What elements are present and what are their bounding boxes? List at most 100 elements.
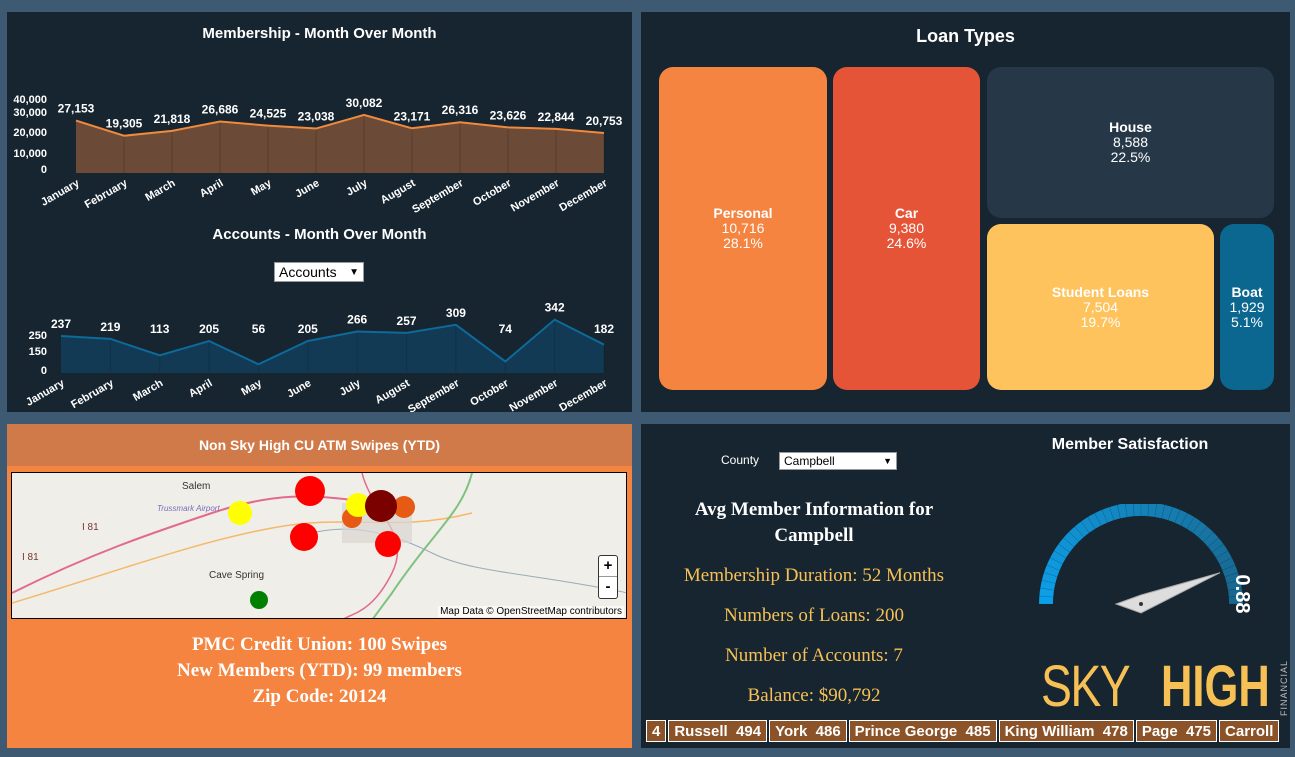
- x-tick-label: February: [83, 177, 131, 211]
- gauge-segment: [1041, 572, 1058, 584]
- gauge-value: 0.88: [1231, 575, 1253, 614]
- treemap-value: 9,380: [888, 220, 925, 236]
- membership-accounts-panel: Membership - Month Over Month 27,153 Janu…: [7, 12, 632, 412]
- treemap-cell-house[interactable]: House 8,588 22.5%: [987, 67, 1274, 218]
- area-fill: [61, 319, 604, 373]
- atm-swipes-panel: Non Sky High CU ATM Swipes (YTD) Salem T…: [7, 424, 632, 748]
- data-label: 342: [545, 301, 565, 315]
- gauge-segment: [1219, 557, 1236, 571]
- map-marker[interactable]: [346, 493, 370, 517]
- membership-chart-title: Membership - Month Over Month: [202, 25, 437, 42]
- data-label: 257: [397, 314, 417, 328]
- data-label: 74: [499, 322, 513, 336]
- zoom-out-button[interactable]: -: [605, 578, 611, 595]
- map-label: Trussmark Airport: [157, 504, 220, 513]
- ticker-item: Russell 494: [668, 720, 768, 742]
- accounts-chart-title: Accounts - Month Over Month: [212, 226, 427, 243]
- accounts-chart: 237 January 219 February 113 March 205 April 56 M…: [24, 301, 614, 412]
- x-tick-label: November: [509, 177, 562, 215]
- treemap-value: 10,716: [721, 220, 765, 236]
- data-label: 27,153: [58, 102, 95, 116]
- atm-new-members: New Members (YTD): 99 members: [177, 660, 462, 681]
- y-tick-label: 0: [41, 164, 47, 176]
- gauge-segment: [1132, 504, 1142, 517]
- stat-balance: Balance: $90,792: [747, 685, 881, 706]
- treemap-label: House: [1109, 119, 1152, 135]
- data-label: 219: [100, 320, 120, 334]
- stat-accounts: Number of Accounts: 7: [725, 645, 903, 666]
- y-tick-label: 40,000: [13, 94, 47, 106]
- gauge-segment: [1174, 509, 1188, 526]
- gauge-segment: [1197, 526, 1214, 543]
- atm-zip-code: Zip Code: 20124: [252, 686, 387, 707]
- skyhigh-logo: SKY HIGH FINANCIAL: [1041, 654, 1289, 719]
- ticker-item: 4: [646, 720, 667, 742]
- treemap-cell-boat[interactable]: Boat 1,929 5.1%: [1220, 224, 1274, 390]
- gauge-segment: [1228, 595, 1244, 605]
- x-tick-label: March: [143, 177, 177, 204]
- treemap-cell-personal[interactable]: Personal 10,716 28.1%: [659, 67, 827, 390]
- gauge-segment: [1186, 516, 1202, 534]
- accounts-select-value: Accounts: [279, 264, 337, 280]
- county-select[interactable]: Campbell ▼: [779, 452, 897, 470]
- treemap-label: Personal: [713, 205, 773, 221]
- x-tick-label: May: [239, 377, 264, 399]
- member-info-heading: Avg Member Information for Campbell: [694, 499, 934, 546]
- treemap-label: Student Loans: [1051, 283, 1150, 300]
- treemap-pct: 22.5%: [1110, 149, 1151, 165]
- atm-details: PMC Credit Union: 100 Swipes New Members…: [7, 632, 632, 710]
- x-tick-label: May: [249, 177, 274, 199]
- data-label: 26,686: [202, 102, 239, 116]
- data-label: 30,082: [346, 96, 383, 110]
- x-tick-label: January: [39, 177, 82, 209]
- y-tick-label: 20,000: [13, 127, 47, 139]
- ticker-item: Carroll: [1219, 720, 1280, 742]
- stat-loans: Numbers of Loans: 200: [724, 605, 904, 626]
- atm-map[interactable]: Salem Trussmark Airport Cave Spring I 81…: [11, 472, 627, 619]
- gauge-segment: [1154, 504, 1166, 519]
- satisfaction-title: Member Satisfaction: [1051, 436, 1209, 453]
- gauge-segment: [1124, 504, 1135, 518]
- atm-credit-union: PMC Credit Union: 100 Swipes: [191, 634, 448, 655]
- zoom-in-button[interactable]: +: [599, 556, 617, 577]
- map-marker[interactable]: [295, 476, 325, 506]
- gauge-segment: [1140, 504, 1150, 517]
- data-label: 266: [347, 313, 367, 327]
- data-label: 205: [199, 322, 219, 336]
- map-marker[interactable]: [365, 490, 397, 522]
- x-tick-label: August: [373, 377, 412, 407]
- x-tick-label: February: [69, 377, 117, 411]
- x-tick-label: December: [557, 177, 610, 214]
- x-tick-label: August: [379, 177, 418, 207]
- gauge-pivot: [1139, 602, 1143, 606]
- treemap-pct: 28.1%: [723, 235, 763, 251]
- accounts-select[interactable]: Accounts ▼: [274, 262, 364, 282]
- map-marker[interactable]: [228, 501, 252, 525]
- loan-types-panel: Loan Types Personal 10,716 28.1% Car 9,380 24…: [641, 12, 1290, 412]
- y-tick-label: 250: [29, 330, 47, 342]
- map-label: Salem: [182, 481, 210, 492]
- map-marker[interactable]: [250, 591, 268, 609]
- y-tick-label: 0: [41, 365, 47, 377]
- county-ticker: 4 Russell 494 York 486 Prince George 485 Kin…: [646, 720, 1290, 744]
- gauge-segment: [1207, 537, 1224, 553]
- gauge-segment: [1167, 506, 1181, 524]
- x-tick-label: March: [131, 377, 165, 404]
- map-label: I 81: [22, 552, 39, 563]
- map-marker[interactable]: [375, 531, 401, 557]
- gauge-segment: [1161, 504, 1173, 521]
- x-tick-label: October: [468, 377, 511, 409]
- treemap-cell-car[interactable]: Car 9,380 24.6%: [833, 67, 980, 390]
- data-label: 20,753: [586, 114, 623, 128]
- data-label: 237: [51, 317, 71, 331]
- treemap-value: 8,588: [1112, 134, 1149, 150]
- map-marker[interactable]: [290, 523, 318, 551]
- x-tick-label: April: [187, 377, 215, 400]
- area-fill: [76, 114, 604, 173]
- gauge-segment: [1211, 543, 1229, 559]
- atm-title: Non Sky High CU ATM Swipes (YTD): [7, 424, 632, 466]
- treemap-cell-student-loans[interactable]: Student Loans 7,504 19.7%: [987, 224, 1214, 390]
- data-label: 22,844: [538, 110, 575, 124]
- gauge-segment: [1080, 516, 1096, 534]
- map-marker[interactable]: [393, 496, 415, 518]
